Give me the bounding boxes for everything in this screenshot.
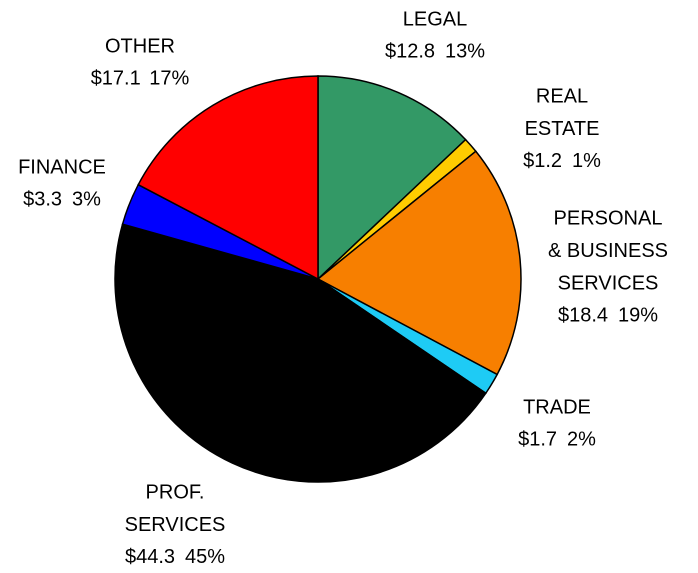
amount-label: $17.1 (91, 68, 141, 90)
pie-slice (317, 75, 467, 281)
slice-label: ESTATE (525, 118, 600, 140)
slice-label: TRADE (523, 396, 591, 418)
percent-label: 2% (567, 429, 596, 451)
percent-label: 17% (149, 68, 189, 90)
percent-label: 1% (572, 150, 601, 172)
slice-value-label: $1.2 1% (523, 150, 601, 172)
slice-label: OTHER (105, 35, 175, 57)
slice-label: SERVICES (125, 514, 226, 536)
slice-label: REAL (536, 85, 588, 107)
slice-value-label: $44.3 45% (125, 546, 225, 568)
slice-label: SERVICES (558, 272, 659, 294)
percent-label: 3% (72, 189, 101, 211)
slice-label: PERSONAL (554, 207, 663, 229)
amount-label: $1.2 (523, 150, 562, 172)
amount-label: $18.4 (558, 305, 608, 327)
pie-slice (137, 75, 319, 281)
pie-slice (114, 223, 487, 483)
percent-label: 19% (618, 305, 658, 327)
slice-value-label: $3.3 3% (23, 189, 101, 211)
slice-label: FINANCE (18, 156, 106, 178)
slice-label: PROF. (146, 481, 205, 503)
slice-value-label: $18.4 19% (558, 305, 658, 327)
amount-label: $1.7 (518, 429, 557, 451)
amount-label: $44.3 (125, 546, 175, 568)
slice-value-label: $17.1 17% (91, 68, 190, 90)
slice-value-label: $12.8 13% (385, 41, 485, 63)
slice-value-label: $1.7 2% (518, 429, 596, 451)
amount-label: $12.8 (385, 41, 435, 63)
slice-label: & BUSINESS (548, 240, 668, 262)
slice-label: LEGAL (403, 8, 467, 30)
percent-label: 13% (445, 41, 485, 63)
pie-slice (316, 150, 522, 376)
percent-label: 45% (185, 546, 225, 568)
amount-label: $3.3 (23, 189, 62, 211)
